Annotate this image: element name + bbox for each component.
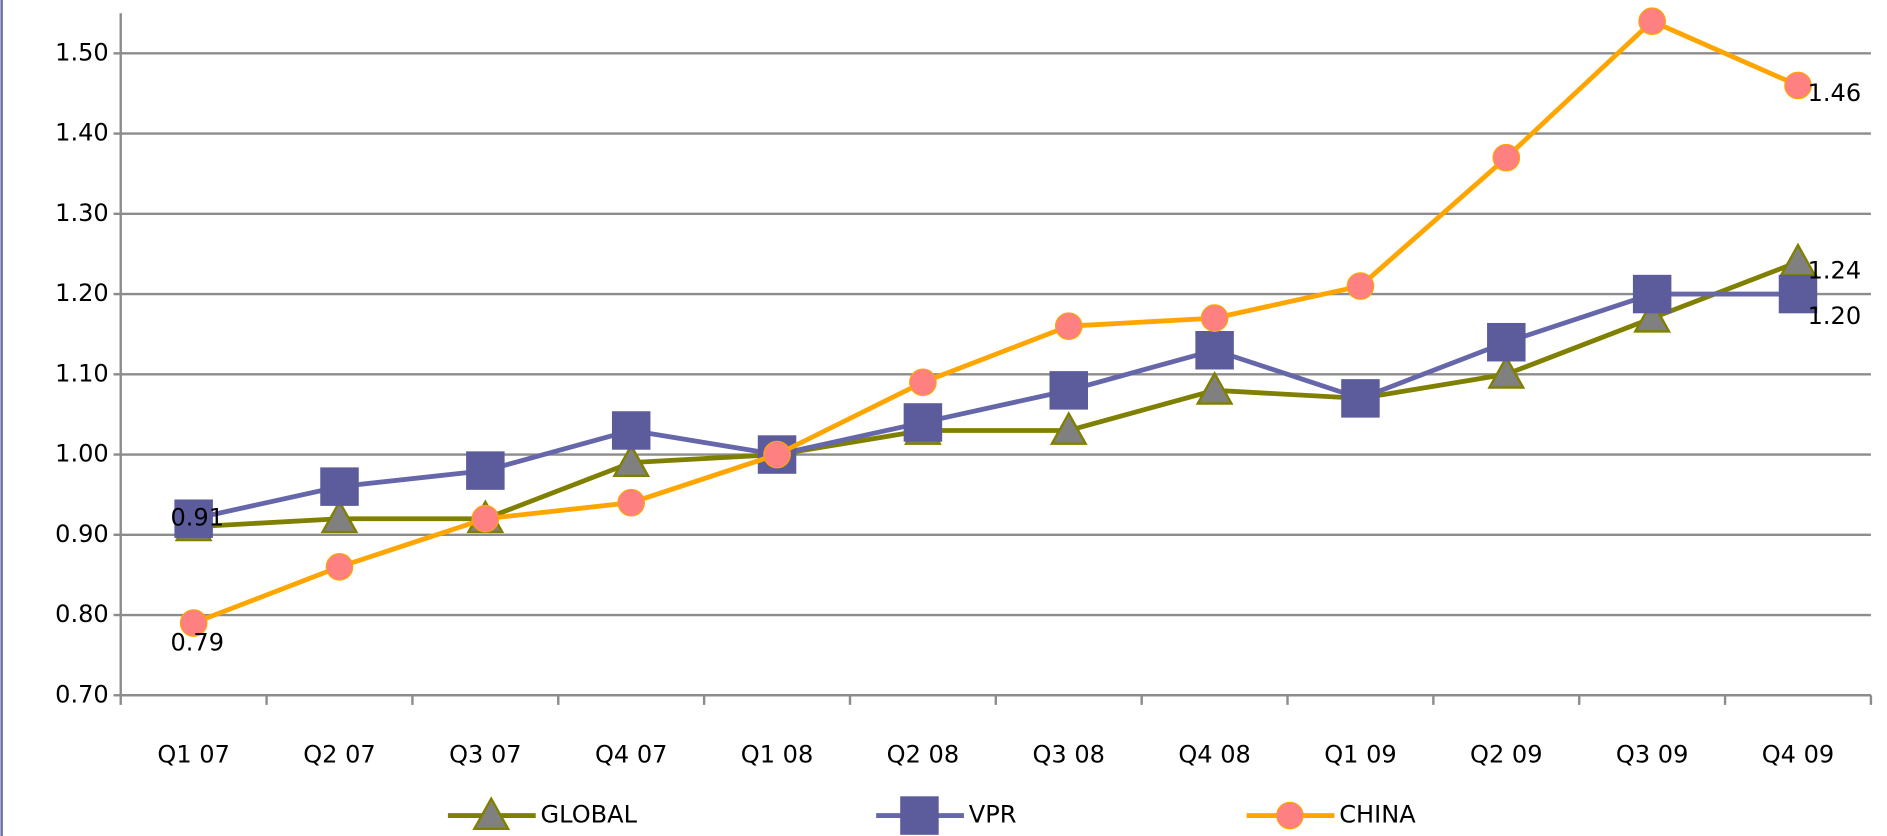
data-point	[1487, 322, 1526, 362]
data-point	[1200, 304, 1229, 332]
data-point	[1778, 274, 1818, 314]
data-point	[320, 499, 359, 534]
data-label: 0.79	[170, 628, 224, 656]
x-tick-label: Q4 09	[1762, 740, 1834, 768]
data-label: 1.24	[1808, 257, 1862, 285]
y-tick-label: 1.40	[55, 119, 109, 147]
data-label: 1.46	[1808, 79, 1862, 107]
data-point	[1049, 371, 1088, 410]
x-tick-label: Q1 07	[157, 740, 229, 768]
x-tick-label: Q2 08	[887, 740, 959, 768]
series-line	[193, 259, 1799, 530]
data-point	[1492, 143, 1521, 172]
x-tick-label: Q1 09	[1324, 740, 1396, 768]
y-tick-label: 1.30	[55, 199, 109, 227]
x-tick-label: Q1 08	[741, 740, 813, 768]
x-tick-label: Q3 07	[449, 740, 521, 768]
data-point	[1487, 355, 1526, 389]
data-point	[1195, 330, 1234, 370]
y-tick-label: 0.90	[55, 520, 109, 548]
data-point	[903, 403, 943, 442]
data-point	[1195, 371, 1234, 405]
legend-marker	[900, 796, 939, 835]
x-tick-label: Q3 08	[1033, 740, 1105, 768]
y-tick-label: 1.10	[55, 359, 109, 387]
legend-marker	[472, 796, 511, 830]
data-label: 0.91	[170, 503, 224, 531]
data-point	[612, 443, 651, 478]
series-line	[192, 18, 1799, 626]
data-point	[1346, 272, 1375, 300]
data-point	[909, 368, 937, 397]
y-tick-label: 1.50	[55, 38, 109, 66]
x-tick-label: Q2 09	[1470, 740, 1542, 768]
data-point	[1632, 274, 1672, 314]
x-tick-label: Q4 07	[595, 740, 667, 768]
data-point	[763, 440, 791, 469]
data-point	[325, 553, 354, 581]
data-point	[466, 451, 505, 490]
data-point	[471, 504, 500, 533]
y-tick-label: 0.80	[55, 600, 109, 628]
data-point	[1054, 312, 1083, 340]
data-point	[1633, 298, 1672, 333]
legend-label: VPR	[969, 801, 1017, 829]
data-label: 1.20	[1808, 302, 1862, 330]
x-tick-label: Q3 09	[1616, 740, 1688, 768]
data-point	[320, 467, 359, 506]
data-point	[1638, 7, 1666, 36]
data-point	[179, 609, 208, 637]
data-point	[617, 488, 646, 517]
series-line	[193, 291, 1799, 522]
data-point	[1784, 71, 1812, 100]
x-tick-label: Q2 07	[303, 740, 375, 768]
data-point	[1341, 379, 1380, 418]
y-tick-label: 1.00	[55, 440, 109, 468]
legend-marker	[1276, 801, 1304, 830]
x-tick-label: Q4 08	[1178, 740, 1250, 768]
data-point	[1049, 411, 1088, 445]
y-tick-label: 0.70	[55, 680, 109, 708]
y-tick-label: 1.20	[55, 279, 109, 307]
legend-label: GLOBAL	[541, 801, 638, 829]
data-point	[611, 411, 651, 450]
legend-label: CHINA	[1339, 801, 1416, 829]
data-point	[174, 499, 213, 538]
